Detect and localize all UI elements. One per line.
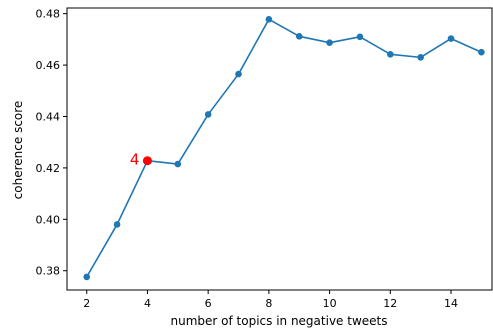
plot-frame	[66, 7, 493, 291]
x-tick-label: 14	[444, 297, 458, 310]
x-tick-label: 2	[83, 297, 90, 310]
data-point	[356, 33, 364, 41]
data-point	[326, 39, 333, 47]
x-tick-label: 10	[323, 297, 337, 310]
x-tick-label: 6	[205, 297, 212, 310]
data-point	[387, 50, 394, 58]
y-tick-label: 0.42	[36, 162, 61, 175]
plot-area: 2 4 6 8 10 12 14 0.38 0.40 0.42 0.44 0.46 0.48 4	[36, 7, 493, 310]
data-point	[83, 273, 91, 281]
y-tick-label: 0.38	[36, 265, 61, 278]
x-tick-label: 4	[144, 297, 151, 310]
x-tick-label: 12	[383, 297, 397, 310]
data-point	[113, 221, 121, 228]
x-axis-label: number of topics in negative tweets	[171, 314, 388, 328]
y-axis-label: coherence score	[11, 101, 25, 200]
series-line	[86, 18, 482, 278]
highlight-point	[142, 156, 152, 166]
x-tick-label: 8	[265, 297, 272, 310]
y-tick-label: 0.44	[36, 110, 61, 123]
annotation-label: 4	[130, 151, 140, 169]
data-point	[235, 70, 242, 78]
data-point	[295, 32, 303, 40]
data-point	[417, 54, 424, 61]
data-point	[174, 160, 182, 168]
data-point	[265, 16, 273, 23]
y-tick-label: 0.46	[36, 59, 61, 72]
data-point	[204, 111, 212, 118]
y-tick-label: 0.48	[36, 8, 61, 21]
data-point	[447, 35, 455, 42]
data-point	[478, 48, 485, 56]
y-tick-label: 0.40	[36, 213, 61, 226]
